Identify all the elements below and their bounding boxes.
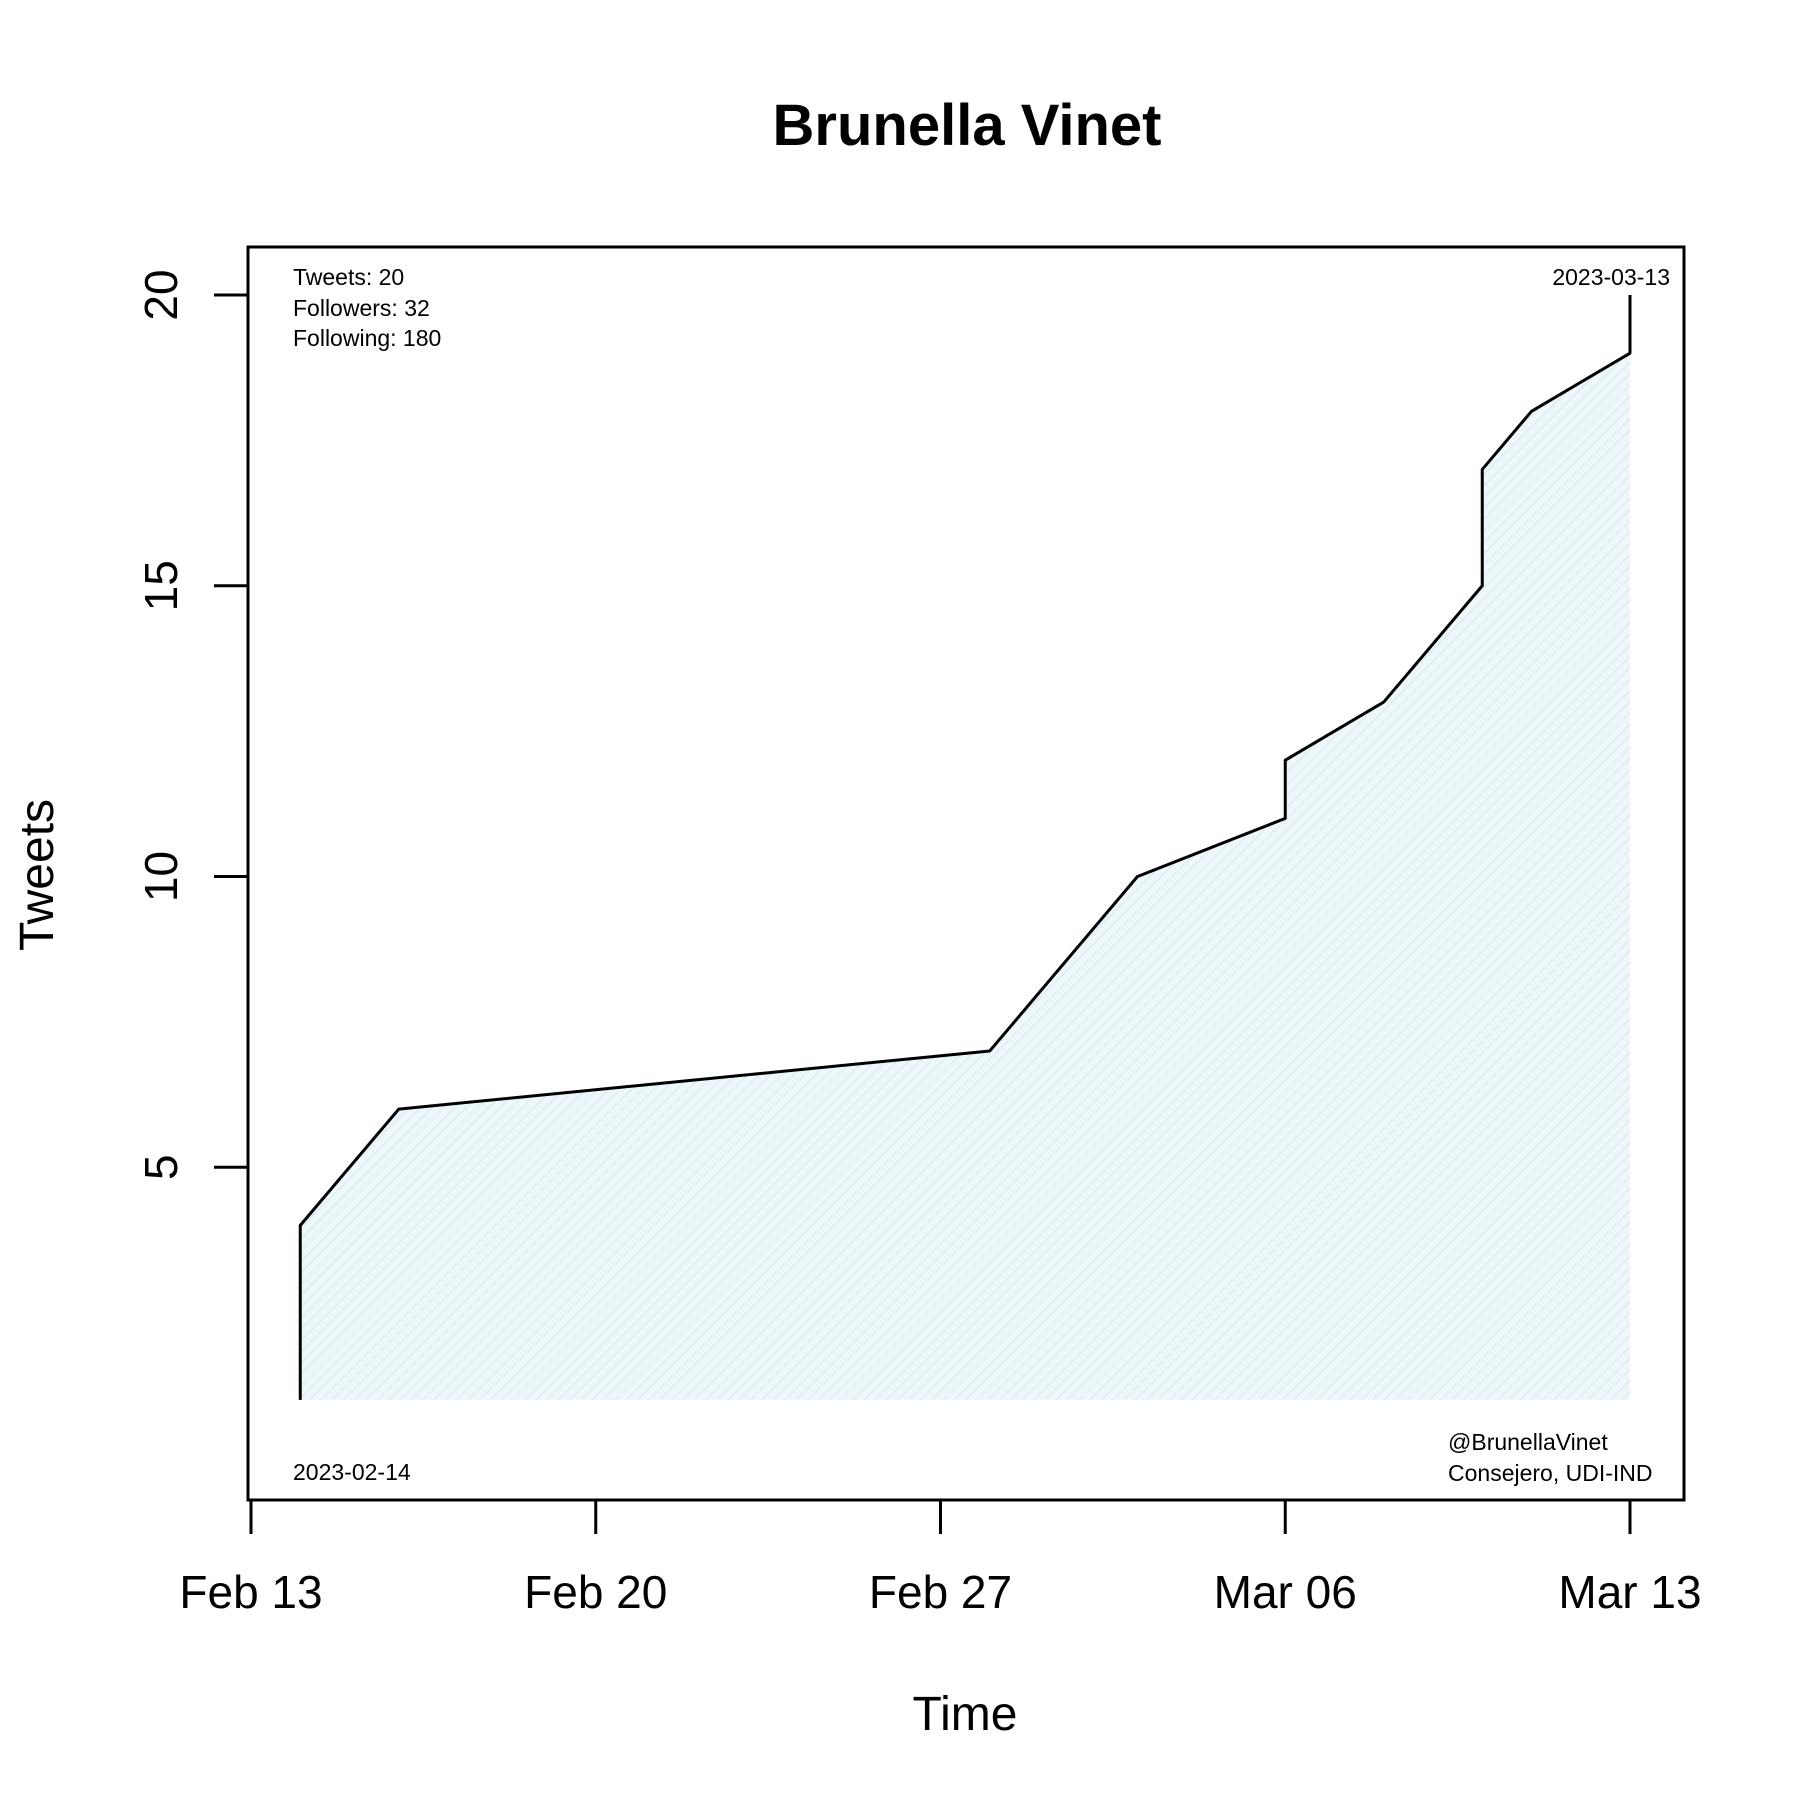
stats-followers: Followers: 32 xyxy=(293,295,430,321)
y-axis: 5 10 15 20 xyxy=(135,269,250,1180)
x-tick-label: Mar 06 xyxy=(1214,1566,1357,1618)
stats-tweets: Tweets: 20 xyxy=(293,264,404,290)
series-line xyxy=(298,295,1632,1400)
y-tick-label: 15 xyxy=(135,560,187,611)
stats-annotation: Tweets: 20 Followers: 32 Following: 180 xyxy=(293,264,441,351)
stats-following: Following: 180 xyxy=(293,325,441,351)
x-tick-label: Feb 27 xyxy=(869,1566,1012,1618)
plot-area xyxy=(298,295,1632,1400)
end-date-label: 2023-03-13 xyxy=(1552,264,1670,290)
x-tick-label: Feb 13 xyxy=(179,1566,322,1618)
y-tick-label: 10 xyxy=(135,851,187,902)
y-tick-label: 20 xyxy=(135,269,187,320)
x-tick-label: Mar 13 xyxy=(1558,1566,1701,1618)
handle-label: @BrunellaVinet xyxy=(1448,1429,1608,1455)
x-axis-label: Time xyxy=(913,1688,1018,1741)
area-fill xyxy=(300,295,1630,1400)
affiliation-label: Consejero, UDI-IND xyxy=(1448,1460,1653,1486)
x-axis: Feb 13 Feb 20 Feb 27 Mar 06 Mar 13 xyxy=(179,1498,1702,1618)
y-tick-label: 5 xyxy=(135,1154,187,1180)
x-tick-label: Feb 20 xyxy=(524,1566,667,1618)
chart-title: Brunella Vinet xyxy=(773,93,1162,158)
y-axis-label: Tweets xyxy=(11,799,64,951)
start-date-label: 2023-02-14 xyxy=(293,1459,411,1485)
